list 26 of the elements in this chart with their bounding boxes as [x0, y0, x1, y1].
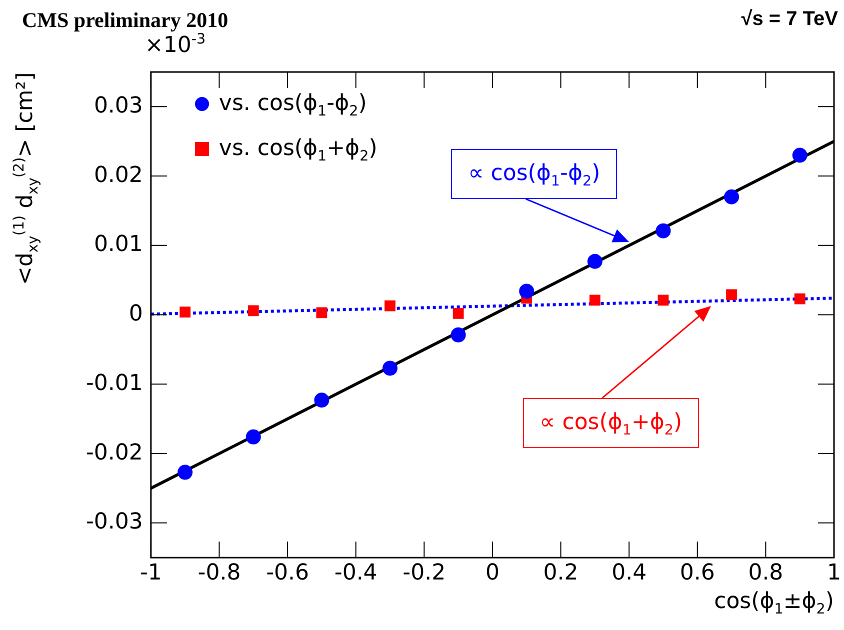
legend-label: vs. cos(ϕ$_{1}$-ϕ$_{2}$): [218, 91, 367, 120]
x-axis-title: cos(ϕ$_{1}$±ϕ$_{2}$): [714, 589, 834, 618]
chart-title: CMS preliminary 2010: [22, 8, 228, 32]
y-tick-label: -0.03: [86, 510, 143, 535]
x-tick-label: -0.4: [334, 560, 378, 586]
y-tick-label: 0.01: [94, 232, 143, 258]
x-tick-label: 1: [827, 560, 841, 586]
annotation: ∝ cos(ϕ$_{1}$+ϕ$_{2}$): [522, 398, 700, 448]
annotation: ∝ cos(ϕ$_{1}$-ϕ$_{2}$): [451, 148, 618, 200]
x-tick-label: -0.8: [198, 560, 241, 586]
x-tick-label: 0: [485, 560, 500, 586]
legend-label: vs. cos(ϕ$_{1}$+ϕ$_{2}$): [218, 136, 378, 164]
y-tick-label: 0.02: [94, 162, 143, 188]
text: ×10$^{-3}$: [144, 32, 206, 58]
x-tick-label: -0.6: [266, 560, 310, 586]
y-tick-label: -0.02: [86, 440, 143, 466]
x-tick-label: 0.2: [543, 560, 578, 586]
y-tick-label: 0: [128, 302, 143, 327]
x-tick-label: -0.2: [402, 560, 446, 586]
chart-subtitle: √s = 7 TeV: [741, 8, 838, 31]
x-tick-label: 0.4: [612, 560, 647, 586]
x-tick-label: 0.8: [748, 560, 784, 586]
y-tick-label: 0.03: [94, 93, 143, 118]
x-tick-label: -1: [140, 560, 162, 586]
y-tick-label: -0.01: [86, 370, 143, 396]
x-tick-label: 0.6: [680, 560, 715, 586]
